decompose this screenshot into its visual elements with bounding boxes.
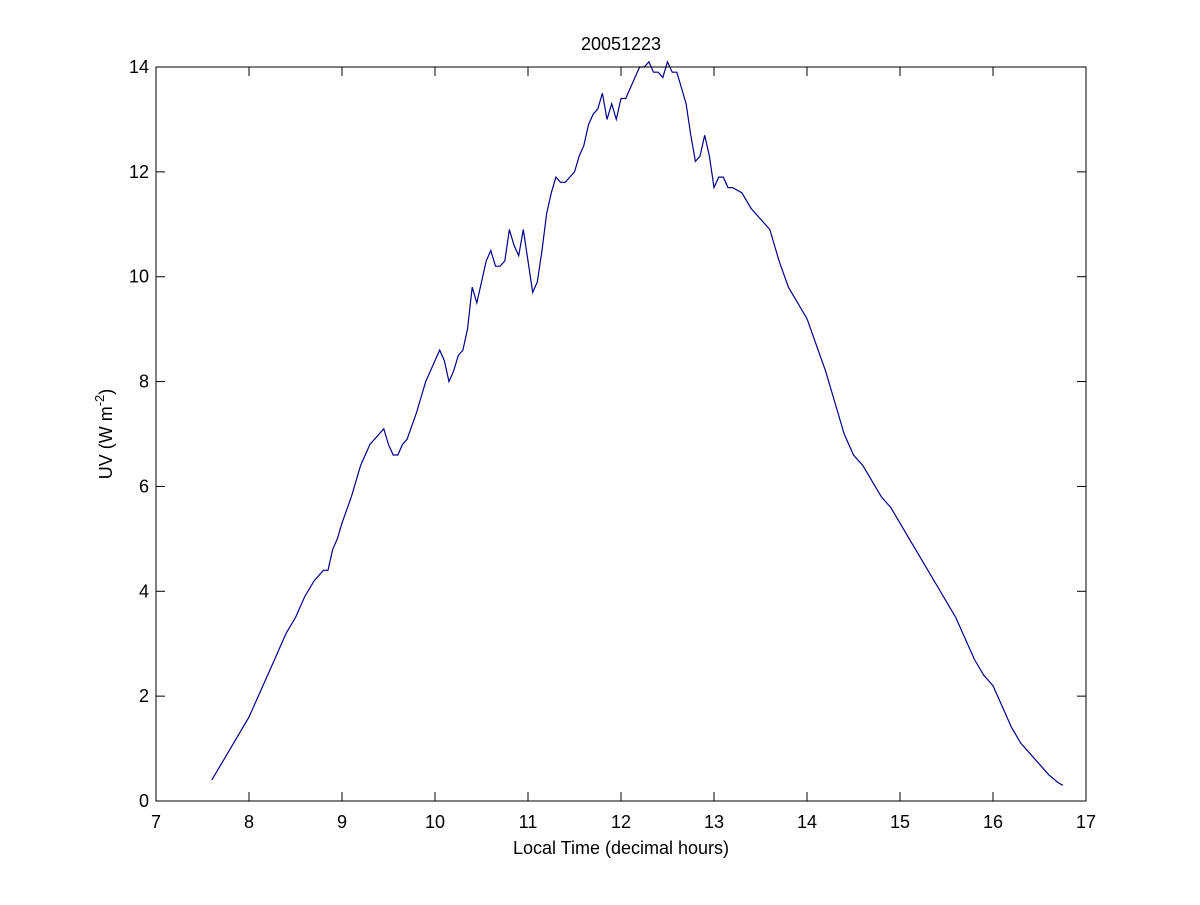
x-tick-label: 13	[704, 812, 724, 832]
x-tick-label: 9	[337, 812, 347, 832]
x-tick-label: 10	[425, 812, 445, 832]
y-tick-label: 6	[139, 476, 149, 496]
x-tick-label: 7	[151, 812, 161, 832]
y-tick-label: 2	[139, 686, 149, 706]
x-tick-label: 8	[244, 812, 254, 832]
y-tick-label: 14	[129, 57, 149, 77]
x-axis-title: Local Time (decimal hours)	[513, 838, 729, 858]
y-tick-label: 4	[139, 581, 149, 601]
y-axis-title-close: )	[96, 389, 116, 395]
x-tick-label: 12	[611, 812, 631, 832]
y-axis-title-main: UV (W m	[96, 406, 116, 479]
plot-area	[156, 67, 1086, 801]
chart-title: 20051223	[581, 34, 661, 54]
x-tick-label: 17	[1076, 812, 1096, 832]
x-tick-label: 14	[797, 812, 817, 832]
y-tick-label: 12	[129, 162, 149, 182]
y-axis-title-superscript: -2	[92, 395, 107, 407]
y-tick-label: 8	[139, 372, 149, 392]
y-axis-title: UV (W m-2)	[92, 389, 116, 480]
x-tick-label: 15	[890, 812, 910, 832]
y-tick-label: 10	[129, 267, 149, 287]
x-tick-label: 11	[519, 812, 538, 832]
axis-tick-labels: 7 8 9 10 11 12 13 14 15 16 17 0 2 4 6 8 10 12 14	[129, 57, 1096, 832]
uv-series-line	[211, 60, 1064, 786]
plot-frame	[155, 66, 1087, 802]
x-tick-label: 16	[983, 812, 1003, 832]
y-tick-label: 0	[139, 791, 149, 811]
